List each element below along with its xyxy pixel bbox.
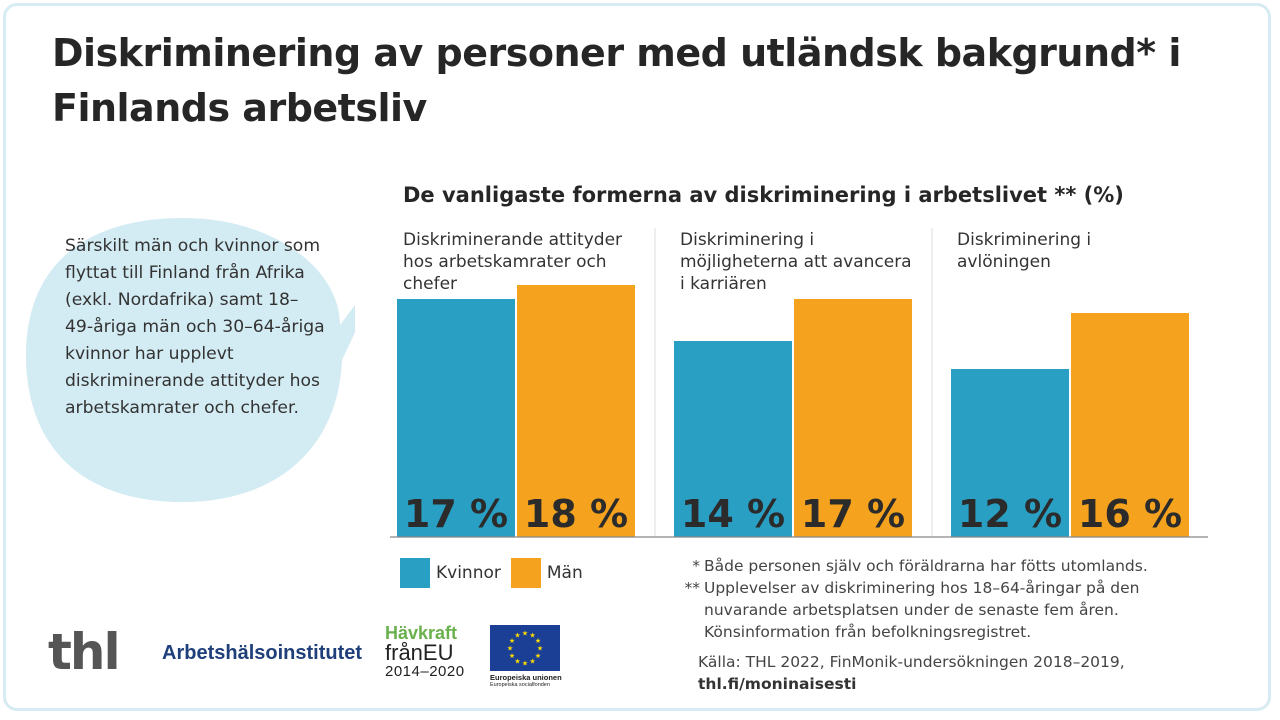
chart-title: De vanligaste formerna av diskriminering… (403, 183, 1124, 207)
chart-legend: Kvinnor Män (400, 558, 593, 588)
bar-value-label: 12 % (958, 492, 1062, 536)
footnote-text: Både personen själv och föräldrarna har … (704, 557, 1148, 575)
source-credit: Källa: THL 2022, FinMonik-undersökningen… (698, 651, 1125, 695)
footnote-text: Upplevelser av diskriminering hos 18–64-… (704, 577, 1140, 643)
footnote-mark: * (692, 557, 700, 575)
bar-man (794, 299, 912, 537)
category-label: Diskriminerande attityder (403, 230, 622, 250)
eu-star-icon: ★ (537, 645, 543, 653)
arbetshalsoinstitutet-logo: Arbetshälsoinstitutet (162, 642, 363, 664)
source-text: Källa: THL 2022, FinMonik-undersökningen… (698, 653, 1125, 671)
footnote-line: Könsinformation från befolkningsregistre… (704, 623, 1032, 641)
eu-star-icon: ★ (509, 637, 515, 645)
category-label: Diskriminering i (957, 230, 1091, 250)
bar-kvinnor (674, 341, 792, 537)
legend-item-kvinnor: Kvinnor (400, 558, 501, 588)
category-label: avlöningen (957, 252, 1051, 272)
footnote-mark: ** (684, 579, 701, 597)
legend-swatch-kvinnor (400, 558, 430, 588)
eu-star-icon: ★ (529, 632, 535, 640)
eu-star-icon: ★ (529, 657, 535, 665)
category-label: Diskriminering i (680, 230, 814, 250)
bar-man (517, 285, 635, 537)
legend-label-kvinnor: Kvinnor (436, 563, 501, 583)
category-label: hos arbetskamrater och (403, 252, 607, 272)
eu-star-icon: ★ (507, 645, 513, 653)
bar-value-label: 18 % (524, 492, 628, 536)
eu-logo: ★ ★ ★ ★ ★ ★ ★ ★ ★ ★ ★ ★ Europeiska unionen Europeis… (490, 625, 562, 688)
havkraft-logo-line: frånEU (385, 640, 454, 665)
havkraft-logo-line: Hävkraft (385, 623, 458, 643)
eu-flag-icon: ★ ★ ★ ★ ★ ★ ★ ★ ★ ★ ★ ★ (490, 625, 560, 671)
havkraft-logo: Hävkraft frånEU 2014–2020 (385, 624, 475, 679)
bar-man (1071, 313, 1189, 537)
eu-logo-caption: Europeiska unionen (490, 673, 562, 682)
category-label: i karriären (680, 274, 767, 294)
eu-star-icon: ★ (535, 637, 541, 645)
footnote-2: ** Upplevelser av diskriminering hos 18–… (678, 577, 1148, 643)
bar-value-label: 17 % (404, 492, 508, 536)
footnote-line: Upplevelser av diskriminering hos 18–64-… (704, 579, 1140, 597)
category-label: chefer (403, 274, 457, 294)
eu-star-icon: ★ (514, 657, 520, 665)
eu-logo-caption: Europeiska socialfonden (490, 682, 550, 688)
eu-star-icon: ★ (522, 660, 528, 668)
legend-item-man: Män (510, 558, 583, 588)
thl-logo: thl (48, 623, 121, 681)
legend-swatch-man (510, 558, 541, 588)
footnotes: * Både personen själv och föräldrarna ha… (678, 555, 1148, 643)
footnote-line: nuvarande arbetsplatsen under de senaste… (704, 601, 1119, 619)
source-url[interactable]: thl.fi/moninaisesti (698, 675, 857, 693)
page-title: Diskriminering av personer med utländsk … (52, 31, 1181, 130)
callout-bubble (26, 218, 355, 502)
havkraft-logo-line: 2014–2020 (385, 663, 465, 680)
eu-star-icon: ★ (514, 632, 520, 640)
footnote-1: * Både personen själv och föräldrarna ha… (678, 555, 1148, 577)
bar-value-label: 17 % (801, 492, 905, 536)
category-label: möjligheterna att avancera (680, 252, 912, 272)
eu-star-icon: ★ (509, 652, 515, 660)
eu-star-icon: ★ (522, 630, 528, 638)
legend-label-man: Män (546, 563, 583, 583)
page-frame (3, 3, 1271, 711)
bar-value-label: 16 % (1078, 492, 1182, 536)
bar-value-label: 14 % (681, 492, 785, 536)
eu-star-icon: ★ (535, 652, 541, 660)
bar-kvinnor (397, 299, 515, 537)
callout-text: Särskilt män och kvinnor som flyttat til… (65, 236, 325, 418)
bar-kvinnor (951, 369, 1069, 537)
